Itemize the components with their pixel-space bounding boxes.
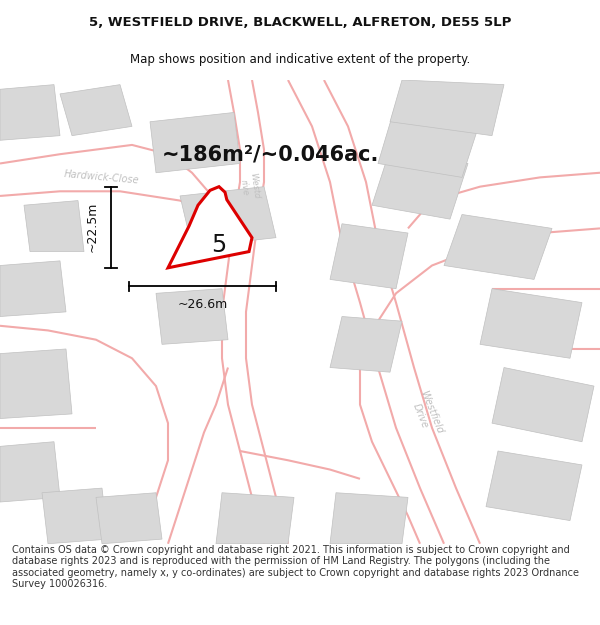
Polygon shape xyxy=(330,492,408,544)
Text: ~186m²/~0.046ac.: ~186m²/~0.046ac. xyxy=(162,144,379,164)
Polygon shape xyxy=(24,201,84,252)
Polygon shape xyxy=(372,149,468,219)
Text: 5: 5 xyxy=(211,232,227,257)
Text: ~26.6m: ~26.6m xyxy=(178,298,227,311)
Polygon shape xyxy=(168,187,252,268)
Text: Hardwick-Close: Hardwick-Close xyxy=(64,169,140,186)
Polygon shape xyxy=(480,289,582,358)
Polygon shape xyxy=(216,492,294,544)
Polygon shape xyxy=(96,492,162,544)
Polygon shape xyxy=(0,261,66,316)
Polygon shape xyxy=(156,289,228,344)
Polygon shape xyxy=(492,368,594,442)
Polygon shape xyxy=(390,80,504,136)
Text: Westfield
Drive: Westfield Drive xyxy=(407,389,445,439)
Polygon shape xyxy=(0,84,60,140)
Polygon shape xyxy=(330,316,402,372)
Text: Westd
rive: Westd rive xyxy=(238,173,260,201)
Polygon shape xyxy=(378,103,480,178)
Text: Contains OS data © Crown copyright and database right 2021. This information is : Contains OS data © Crown copyright and d… xyxy=(12,544,579,589)
Polygon shape xyxy=(60,84,132,136)
Polygon shape xyxy=(42,488,108,544)
Polygon shape xyxy=(0,442,60,502)
Polygon shape xyxy=(444,214,552,279)
Polygon shape xyxy=(150,112,240,173)
Text: ~22.5m: ~22.5m xyxy=(85,202,98,252)
Polygon shape xyxy=(486,451,582,521)
Polygon shape xyxy=(180,187,276,247)
Polygon shape xyxy=(330,224,408,289)
Text: 5, WESTFIELD DRIVE, BLACKWELL, ALFRETON, DE55 5LP: 5, WESTFIELD DRIVE, BLACKWELL, ALFRETON,… xyxy=(89,16,511,29)
Polygon shape xyxy=(0,349,72,419)
Text: Map shows position and indicative extent of the property.: Map shows position and indicative extent… xyxy=(130,54,470,66)
